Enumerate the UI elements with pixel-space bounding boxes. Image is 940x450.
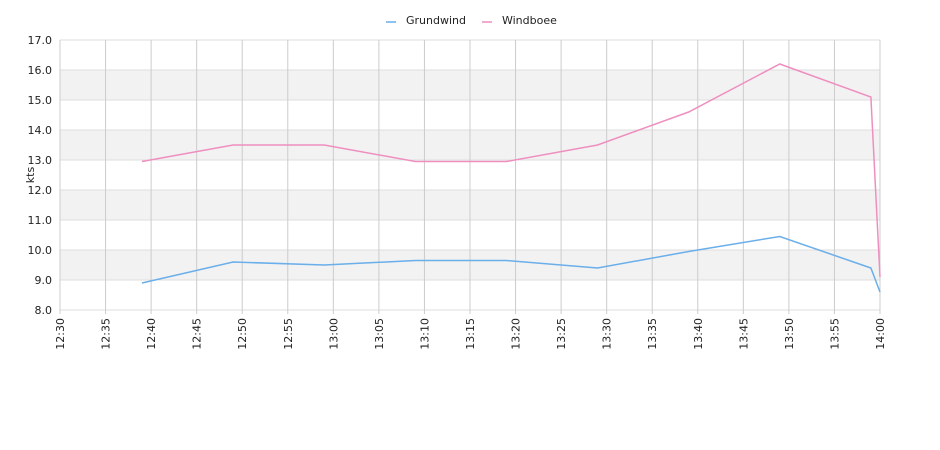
x-tick-label: 13:20	[510, 318, 523, 350]
y-tick-label: 12.0	[28, 184, 53, 197]
x-tick-label: 13:45	[737, 318, 750, 350]
y-axis-label: kts	[24, 167, 37, 184]
y-tick-label: 14.0	[28, 124, 53, 137]
x-tick-label: 13:10	[418, 318, 431, 350]
x-tick-label: 13:55	[828, 318, 841, 350]
line	[141, 235, 881, 293]
y-tick-label: 16.0	[28, 64, 53, 77]
x-tick-label: 13:35	[646, 318, 659, 350]
y-tick-label: 13.0	[28, 154, 53, 167]
y-tick-label: 8.0	[35, 304, 53, 317]
x-tick-label: 13:00	[327, 318, 340, 350]
x-tick-label: 13:15	[464, 318, 477, 350]
x-tick-label: 12:50	[236, 318, 249, 350]
x-tick-label: 13:40	[692, 318, 705, 350]
x-tick-label: 14:00	[874, 318, 887, 350]
x-tick-label: 12:35	[100, 318, 113, 350]
line	[141, 63, 881, 278]
legend-label: Windboee	[502, 14, 557, 27]
x-tick-label: 13:50	[783, 318, 796, 350]
y-tick-label: 11.0	[28, 214, 53, 227]
x-tick-label: 12:30	[54, 318, 67, 350]
x-tick-label: 13:25	[555, 318, 568, 350]
legend-label: Grundwind	[406, 14, 466, 27]
y-tick-label: 10.0	[28, 244, 53, 257]
x-tick-label: 13:30	[601, 318, 614, 350]
y-tick-label: 9.0	[35, 274, 53, 287]
x-tick-label: 12:45	[191, 318, 204, 350]
y-tick-label: 15.0	[28, 94, 53, 107]
x-tick-label: 13:05	[373, 318, 386, 350]
y-tick-label: 17.0	[28, 34, 53, 47]
x-tick-label: 12:55	[282, 318, 295, 350]
x-tick-label: 12:40	[145, 318, 158, 350]
